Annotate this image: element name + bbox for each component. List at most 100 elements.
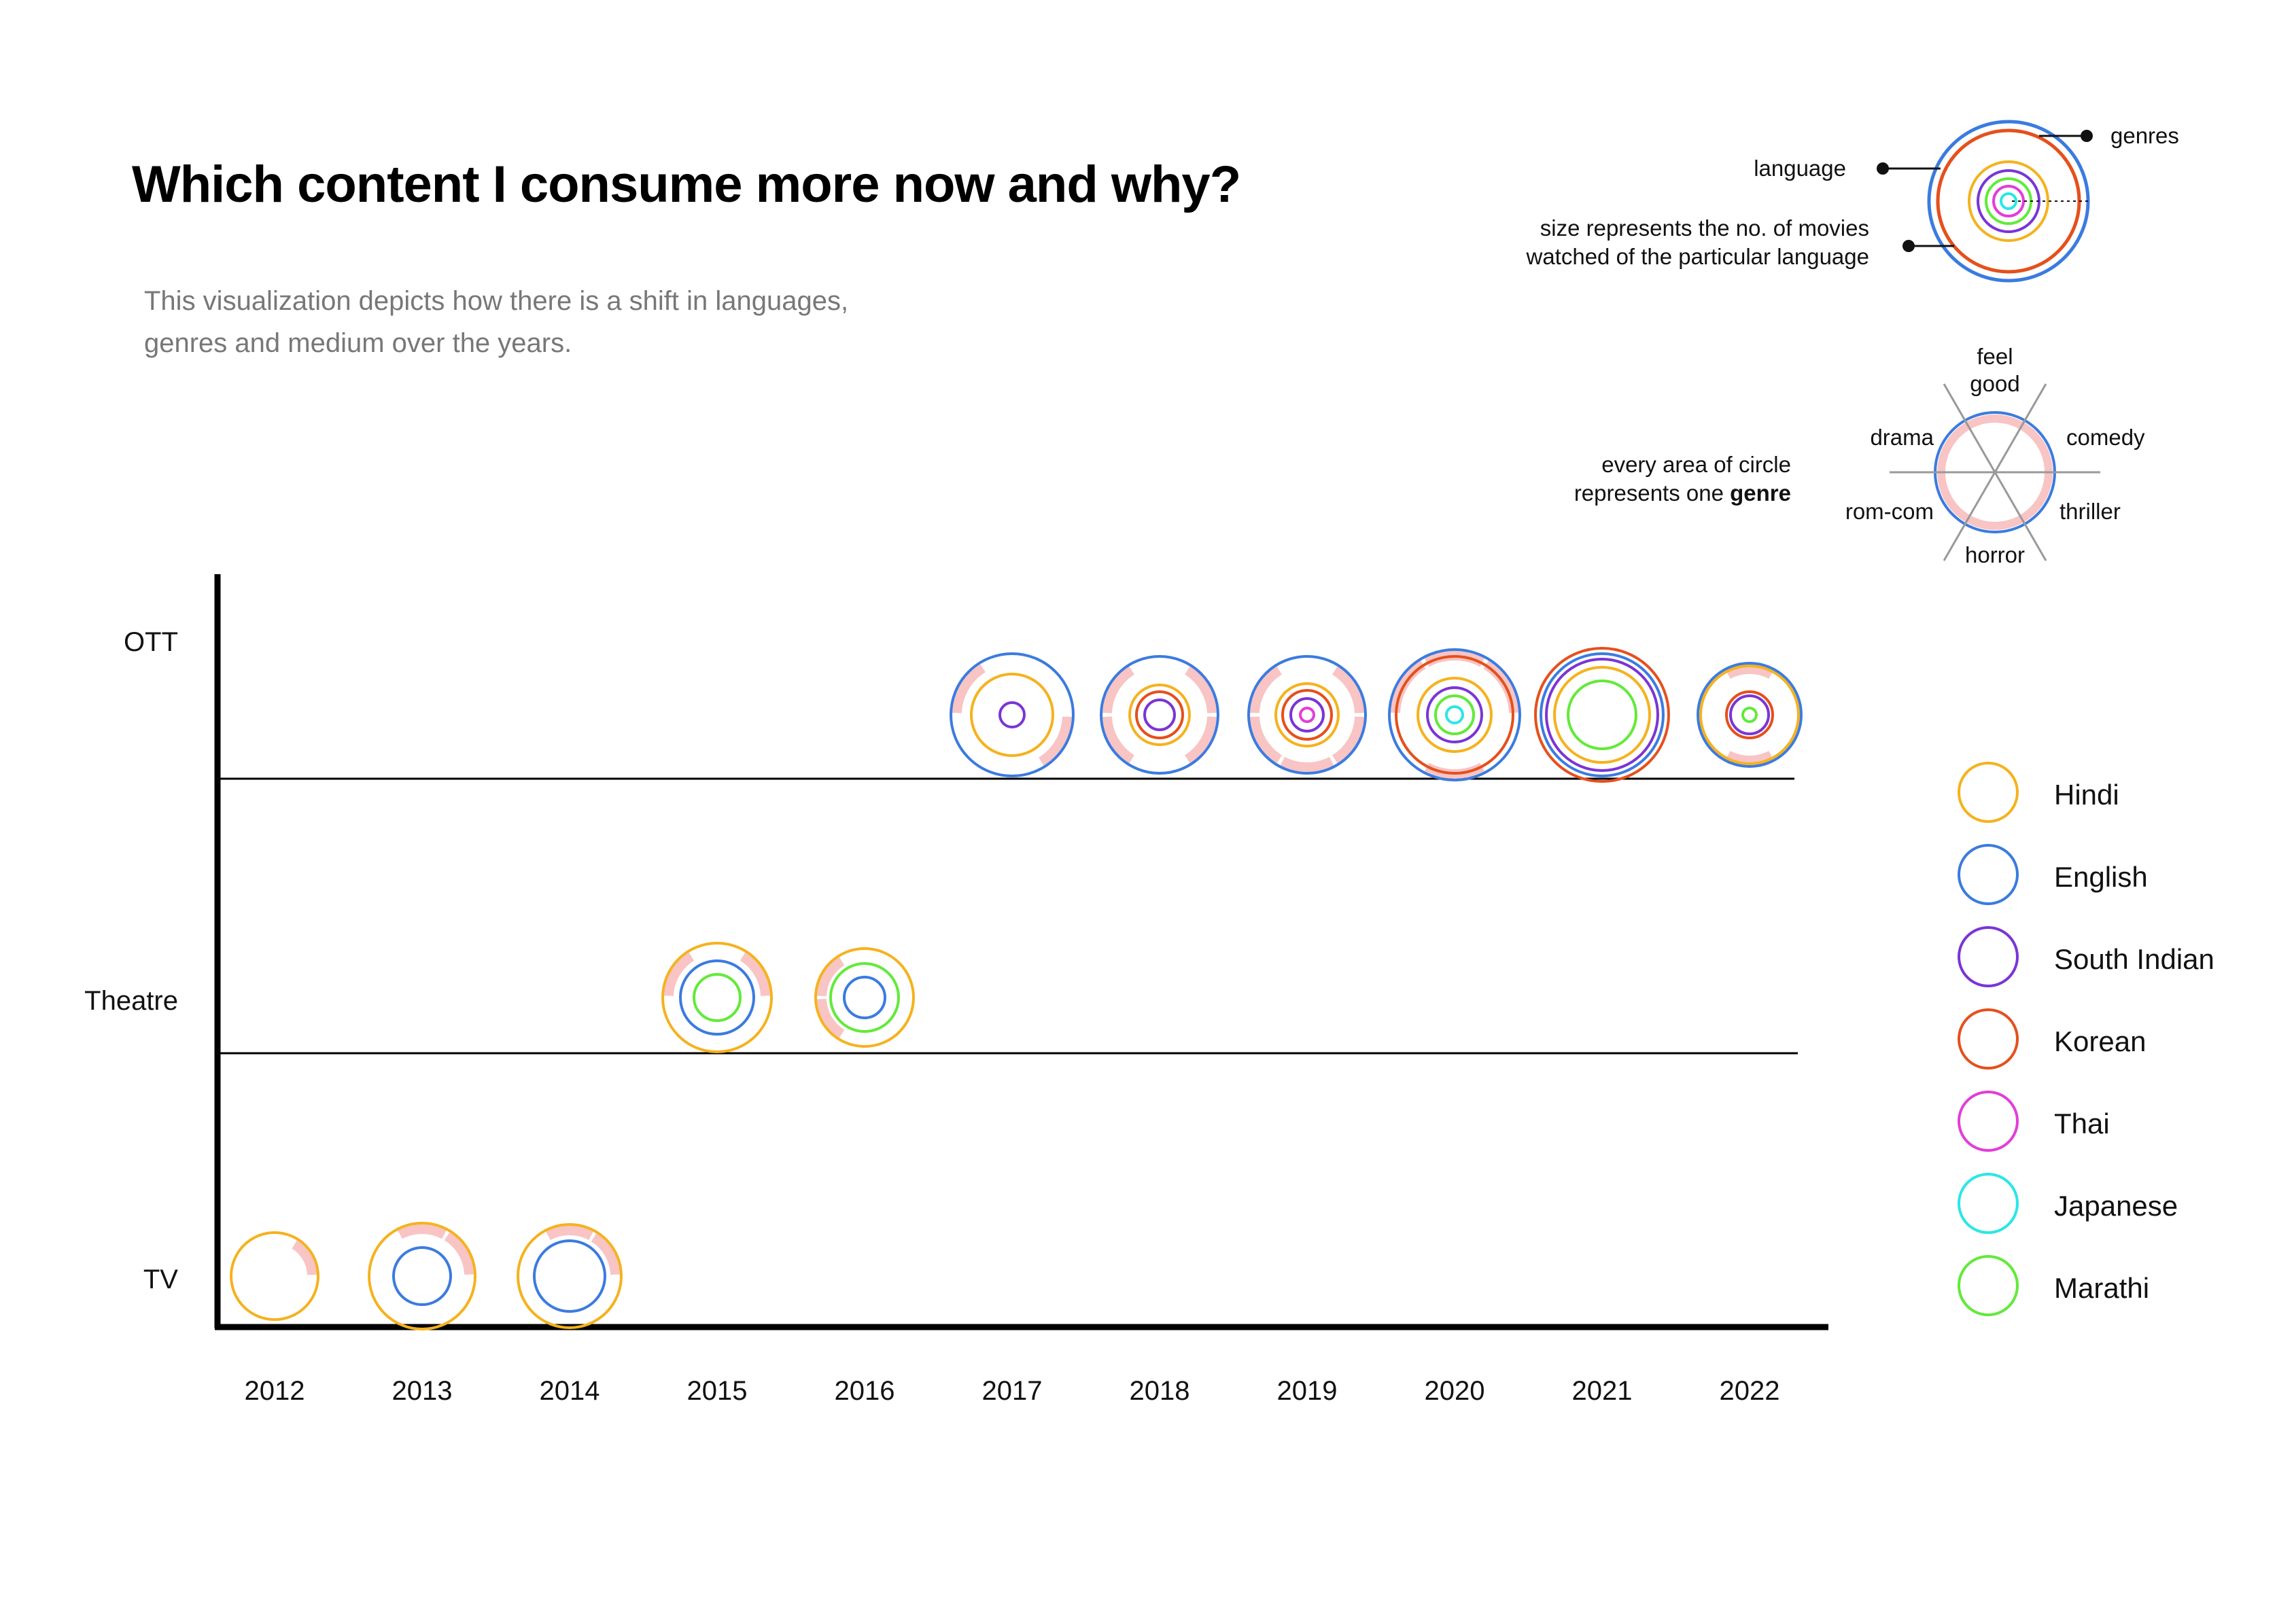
genre-arc-comedy [444, 1232, 474, 1275]
key-thai-ring [1992, 185, 2025, 217]
y-label-theatre: Theatre [84, 986, 178, 1016]
genre-arc-comedy [1332, 666, 1364, 713]
x-tick-label: 2017 [982, 1376, 1043, 1406]
genre-label-drama: drama [1870, 425, 1934, 450]
genre-arc-drama [1102, 666, 1135, 713]
ring-marathi [1434, 694, 1475, 735]
ring-hindi [1553, 666, 1651, 764]
ring-marathi [1567, 679, 1637, 750]
ring-english [1540, 652, 1665, 777]
ring-korean [1725, 690, 1774, 739]
key-genres-label: genres [2110, 123, 2179, 148]
ring-marathi [1741, 707, 1758, 723]
ring-english [533, 1239, 606, 1313]
genre-arc-feel-good [398, 1224, 447, 1239]
glyph-2017 [950, 652, 1075, 777]
ring-hindi [661, 942, 773, 1053]
key-size-dot [1902, 240, 1915, 252]
ring-hindi [230, 1231, 319, 1321]
genre-arc-drama [952, 664, 986, 713]
data-glyphs [230, 647, 1803, 1330]
ring-korean [1395, 655, 1514, 775]
legend-swatch-hindi [1958, 762, 2019, 823]
ring-english [1697, 662, 1803, 768]
legend-label-marathi: Marathi [2054, 1272, 2150, 1304]
ring-hindi [1274, 682, 1340, 747]
genre-arc-rom-com [1250, 716, 1283, 764]
genre-label-feel: feel [1977, 344, 2013, 369]
genre-note-bold: genre [1730, 480, 1791, 506]
genre-arc-comedy [591, 1233, 620, 1275]
legend-label-korean: Korean [2054, 1025, 2147, 1057]
key-english-ring [1927, 120, 2090, 283]
key-hindi-ring [1968, 160, 2049, 242]
x-tick-label: 2013 [392, 1376, 453, 1406]
legend-swatch-japanese [1958, 1173, 2019, 1234]
genre-label-horror: horror [1965, 542, 2025, 567]
x-tick-label: 2021 [1572, 1376, 1633, 1406]
genre-label-comedy: comedy [2066, 425, 2145, 450]
ring-south-indian [998, 701, 1026, 728]
legend-label-south-indian: South Indian [2054, 943, 2214, 975]
genre-arc-feel-good [546, 1225, 593, 1241]
glyph-2019 [1247, 655, 1367, 775]
genre-note-prefix: represents one [1574, 480, 1730, 506]
ring-hindi [970, 673, 1054, 757]
x-tick-labels: 2012 2013 2014 2015 2016 2017 2018 2019 … [245, 1376, 1780, 1406]
genre-arc-thriller [1184, 716, 1217, 764]
key-size-line2: watched of the particular language [1525, 244, 1869, 269]
genre-note-line1: every area of circle [1601, 452, 1791, 477]
ring-marathi [693, 973, 742, 1022]
genre-arc-comedy [740, 952, 770, 997]
ring-english [950, 652, 1075, 777]
x-tick-label: 2015 [687, 1376, 748, 1406]
x-tick-label: 2012 [245, 1376, 305, 1406]
genre-arc-comedy [292, 1240, 317, 1275]
y-label-ott: OTT [124, 627, 178, 657]
x-tick-label: 2014 [540, 1376, 600, 1406]
ring-hindi [1417, 677, 1493, 753]
ring-korean [1281, 689, 1333, 741]
ring-english [1247, 655, 1367, 775]
genre-arc-rom-com [1102, 716, 1135, 764]
legend-label-japanese: Japanese [2054, 1190, 2178, 1222]
ring-south-indian [1545, 658, 1659, 772]
glyph-2021 [1534, 647, 1670, 783]
ring-korean [1534, 647, 1670, 783]
x-tick-label: 2022 [1720, 1376, 1780, 1406]
ring-english [679, 959, 755, 1036]
x-tick-label: 2018 [1130, 1376, 1190, 1406]
legend-key-encoding: genres language size represents the no. … [1525, 120, 2179, 283]
genre-label-good: good [1970, 371, 2019, 396]
key-korean-ring [1936, 128, 2081, 274]
genre-arc-comedy [1184, 666, 1217, 713]
key-size-line1: size represents the no. of movies [1540, 215, 1869, 241]
ring-hindi [1699, 665, 1800, 765]
legend-swatch-english [1958, 844, 2019, 905]
x-tick-label: 2020 [1425, 1376, 1485, 1406]
legend [1958, 762, 2019, 1316]
legend-swatch-thai [1958, 1091, 2019, 1152]
ring-thai [1299, 707, 1315, 723]
key-language-label: language [1754, 156, 1846, 181]
genre-arc-feel-good [1726, 664, 1773, 679]
key-language-dot [1877, 162, 1889, 175]
legend-label-thai: Thai [2054, 1108, 2110, 1140]
ring-hindi [1128, 684, 1191, 746]
ring-south-indian [1143, 699, 1176, 731]
genre-arc-horror [1280, 756, 1334, 772]
genre-arc-thriller [1332, 716, 1364, 764]
ring-english [1388, 648, 1521, 781]
genre-note-line2: represents one genre [1574, 480, 1791, 506]
genre-arc-rom-com [817, 998, 845, 1038]
x-tick-label: 2016 [835, 1376, 895, 1406]
glyph-2014 [517, 1223, 623, 1329]
glyph-2016 [814, 947, 915, 1048]
legend-label-hindi: Hindi [2054, 779, 2119, 811]
genre-arc-thriller [1039, 716, 1072, 766]
ring-hindi [368, 1222, 476, 1330]
x-tick-label: 2019 [1277, 1376, 1338, 1406]
genre-label-romcom: rom-com [1845, 499, 1934, 524]
ring-south-indian [1426, 686, 1483, 743]
